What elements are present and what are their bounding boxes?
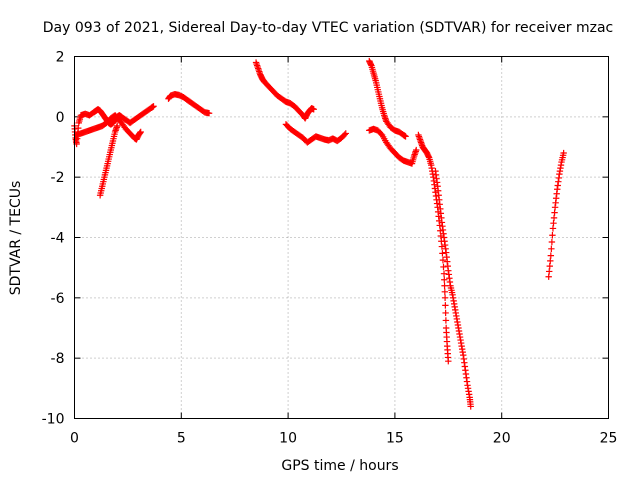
y-axis-label: SDTVAR / TECUs	[8, 181, 24, 296]
data-point	[438, 243, 446, 250]
data-point	[549, 232, 556, 239]
data-point	[548, 245, 555, 253]
data-point	[137, 128, 144, 136]
data-point	[342, 130, 349, 137]
x-tick-label: 20	[493, 431, 511, 447]
series-arc-9	[415, 131, 452, 365]
y-tick-label: 2	[56, 50, 65, 66]
series-arc-2	[73, 112, 144, 143]
data-point	[150, 103, 157, 110]
y-tick-label: -10	[42, 412, 65, 428]
data-point	[445, 357, 452, 365]
grid	[74, 56, 609, 419]
data-point	[441, 282, 448, 289]
data-point	[114, 122, 121, 130]
axis-ticks: 0 5 10 15 20 25 -10 -8 -6 -4 -2 0 2	[42, 50, 618, 447]
x-tick-label: 25	[600, 431, 618, 447]
data-point	[442, 302, 449, 309]
series-arc-5	[252, 59, 317, 122]
y-tick-label: -6	[51, 291, 65, 307]
x-tick-label: 15	[386, 431, 404, 447]
data-point	[205, 110, 213, 117]
data-point	[560, 149, 567, 157]
plot-frame	[74, 56, 609, 419]
data-point	[547, 252, 555, 259]
series-arc-7	[366, 57, 409, 140]
data-points	[71, 57, 567, 410]
data-point	[467, 403, 474, 410]
data-point	[310, 106, 317, 113]
data-point	[441, 294, 449, 302]
y-tick-label: -2	[51, 170, 65, 186]
y-tick-label: -8	[51, 351, 65, 367]
x-axis-label: GPS time / hours	[281, 458, 398, 474]
series-arc-11	[545, 149, 567, 280]
x-tick-label: 5	[177, 431, 186, 447]
series-arc-10	[432, 167, 474, 410]
data-point	[442, 309, 449, 317]
data-point	[441, 288, 449, 295]
series-arc-3	[96, 122, 121, 199]
x-tick-label: 0	[70, 431, 79, 447]
data-point	[441, 276, 448, 283]
y-tick-label: 0	[56, 110, 65, 126]
y-tick-label: -4	[51, 231, 65, 247]
data-point	[442, 317, 450, 324]
series-arc-6	[282, 121, 349, 146]
chart-title: Day 093 of 2021, Sidereal Day-to-day VTE…	[43, 20, 613, 36]
data-point	[439, 256, 447, 264]
data-point	[341, 131, 348, 138]
data-point	[402, 133, 409, 140]
x-tick-label: 10	[279, 431, 297, 447]
series-arc-8	[366, 125, 420, 167]
data-point	[440, 270, 448, 277]
series-arc-4	[165, 91, 213, 117]
data-point	[439, 250, 446, 257]
data-point	[413, 146, 420, 154]
data-point	[440, 263, 447, 271]
data-point	[548, 238, 556, 246]
